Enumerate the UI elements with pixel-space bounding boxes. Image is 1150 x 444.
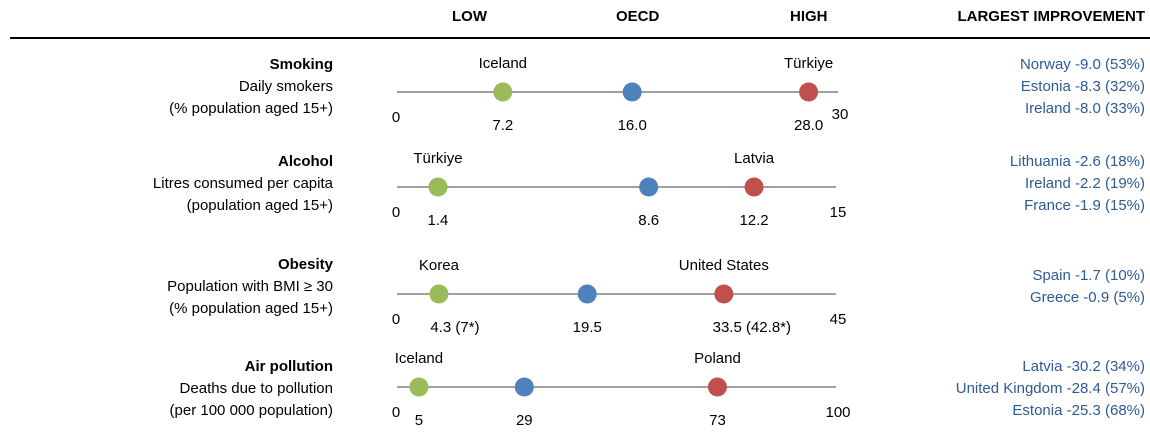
point-high [714,284,734,304]
improvement-item: United Kingdom -28.4 (57%) [955,380,1145,397]
row-description: Population with BMI ≥ 30 [167,278,333,295]
improvements-smoking: Norway -9.0 (53%) Estonia -8.3 (32%) Ire… [1020,54,1145,120]
row-unit: (% population aged 15+) [169,300,333,317]
row-name: Smoking [269,56,333,73]
row-label-alcohol: Alcohol Litres consumed per capita (popu… [153,151,333,217]
row-name: Alcohol [278,153,333,170]
row-unit: (per 100 000 population) [169,402,333,419]
row-unit: (% population aged 15+) [169,100,333,117]
improvement-item: Spain -1.7 (10%) [1032,267,1145,284]
improvements-alcohol: Lithuania -2.6 (18%) Ireland -2.2 (19%) … [1010,151,1145,217]
axis-max-label: 45 [830,311,847,328]
row-label-obesity: Obesity Population with BMI ≥ 30 (% popu… [167,254,333,320]
improvement-item: Estonia -8.3 (32%) [1020,78,1145,95]
country-label-high: Türkiye [784,55,833,72]
value-label-high: 33.5 (42.8*) [713,319,791,336]
axis-min-label: 0 [392,311,400,328]
point-low [493,82,513,102]
country-label-high: Latvia [734,150,775,167]
value-label-oecd: 19.5 [573,319,602,336]
improvement-item: Norway -9.0 (53%) [1019,56,1145,73]
axis-max-label: 30 [832,106,849,123]
point-low [429,284,449,304]
header-rule [10,37,1150,39]
row-name: Air pollution [244,358,333,375]
improvement-item: France -1.9 (15%) [1024,197,1145,214]
row-name: Obesity [277,256,333,273]
value-label-low: 1.4 [428,212,449,229]
point-low [409,377,429,397]
value-label-low: 4.3 (7*) [430,319,479,336]
country-label-low: Iceland [395,350,443,367]
improvement-item: Ireland -2.2 (19%) [1024,175,1145,192]
point-low [428,177,448,197]
row-label-smoking: Smoking Daily smokers (% population aged… [169,54,333,120]
value-label-oecd: 29 [516,412,533,429]
header-low: LOW [452,8,487,25]
row-unit: (population aged 15+) [186,197,333,214]
axis-min-label: 0 [392,404,400,421]
value-label-high: 73 [709,412,726,429]
value-label-low: 5 [415,412,423,429]
improvements-air-pollution: Latvia -30.2 (34%) United Kingdom -28.4 … [956,356,1145,422]
point-oecd [622,82,642,102]
row-description: Litres consumed per capita [152,175,333,192]
improvement-item: Lithuania -2.6 (18%) [1009,153,1145,170]
value-label-high: 12.2 [739,212,768,229]
improvement-item: Latvia -30.2 (34%) [1022,358,1145,375]
country-label-low: Türkiye [413,150,462,167]
header-high: HIGH [790,8,828,25]
value-label-high: 28.0 [794,117,823,134]
header-oecd: OECD [616,8,660,25]
improvements-obesity: Spain -1.7 (10%) Greece -0.9 (5%) [1030,265,1145,309]
axis-min-label: 0 [392,109,400,126]
country-label-high: Poland [694,350,741,367]
improvement-item: Greece -0.9 (5%) [1029,289,1145,306]
point-oecd [577,284,597,304]
point-high [707,377,727,397]
header-largest-improvement: LARGEST IMPROVEMENT [957,8,1145,25]
improvement-item: Ireland -8.0 (33%) [1024,100,1145,117]
country-label-low: Korea [419,257,460,274]
point-high [799,82,819,102]
country-label-low: Iceland [479,55,527,72]
point-oecd [639,177,659,197]
row-description: Daily smokers [238,78,333,95]
country-label-high: United States [679,257,769,274]
axis-min-label: 0 [392,204,400,221]
point-high [744,177,764,197]
point-oecd [514,377,534,397]
value-label-oecd: 16.0 [618,117,647,134]
row-description: Deaths due to pollution [179,380,333,397]
axis-max-label: 100 [825,404,850,421]
value-label-oecd: 8.6 [638,212,659,229]
row-label-air-pollution: Air pollution Deaths due to pollution (p… [170,356,333,422]
value-label-low: 7.2 [492,117,513,134]
improvement-item: Estonia -25.3 (68%) [1012,402,1145,419]
axis-max-label: 15 [830,204,847,221]
